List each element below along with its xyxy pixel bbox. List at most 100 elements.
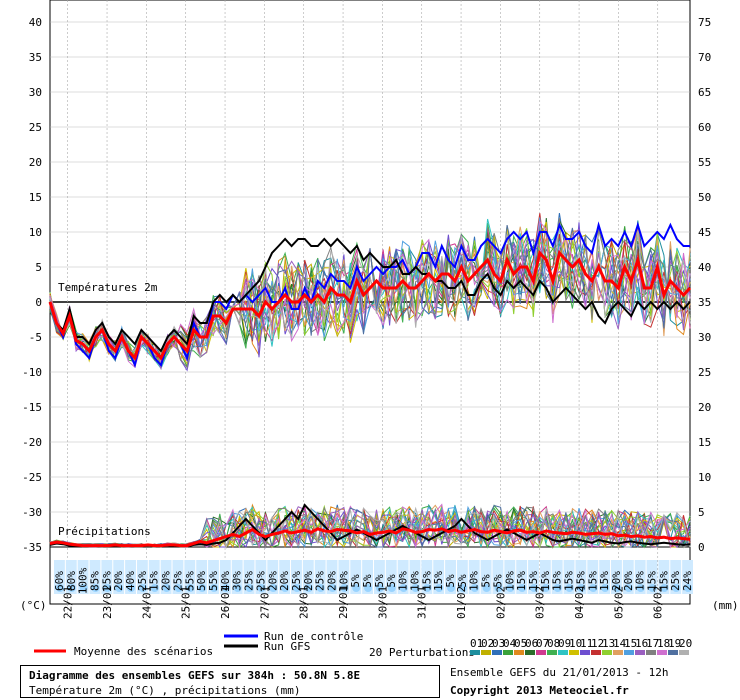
probability-label: 20% [112, 571, 125, 591]
x-tick: 31/01 [416, 586, 429, 619]
probability-cell [267, 560, 279, 594]
probability-label: 40% [124, 571, 137, 591]
legend-perturbation-number: 18 [657, 637, 670, 650]
y-left-tick: 40 [29, 16, 42, 29]
probability-cell [350, 560, 362, 594]
probability-label: 25% [171, 571, 184, 591]
x-tick: 29/01 [337, 586, 350, 619]
probability-label: 15% [586, 571, 599, 591]
legend-perturbation-number: 17 [646, 637, 659, 650]
probability-cell [172, 560, 184, 594]
probability-marker [233, 584, 242, 592]
probability-cell [101, 560, 113, 594]
probability-marker [138, 584, 147, 592]
probability-label: 15% [539, 571, 552, 591]
probability-marker [612, 584, 621, 592]
probability-marker [210, 584, 218, 592]
probability-marker [494, 584, 503, 592]
legend-perturbation-swatch [635, 650, 645, 655]
legend-perturbation-number: 13 [602, 637, 615, 650]
legend-perturbation-number: 20 [679, 637, 692, 650]
probability-label: 10% [503, 571, 516, 591]
probability-label: 15% [515, 571, 528, 591]
x-tick: 23/01 [101, 586, 114, 619]
probability-marker [553, 584, 562, 592]
probability-cell [480, 560, 492, 594]
legend-control-label: Run de contrôle [264, 630, 363, 643]
probability-label: 5% [480, 574, 493, 588]
probability-cell [670, 560, 682, 594]
x-tick: 03/02 [534, 586, 547, 619]
probability-cell [658, 560, 670, 594]
probability-label: 5% [385, 574, 398, 588]
probability-label: 15% [148, 571, 161, 591]
probability-cell [54, 560, 65, 594]
probability-cell [456, 560, 468, 594]
probability-cell [504, 560, 516, 594]
probability-label: 15% [646, 571, 659, 591]
probability-marker [292, 584, 301, 592]
y-right-tick: 5 [698, 506, 705, 519]
probability-cell [125, 560, 136, 594]
y-right-tick: 45 [698, 226, 711, 239]
probability-marker [636, 584, 645, 592]
probability-cell [634, 560, 646, 594]
y-right-tick: 70 [698, 51, 711, 64]
perturbation-lines [49, 213, 691, 549]
legend-perturbations-label: 20 Perturbations [369, 646, 475, 659]
probability-marker [589, 584, 598, 592]
legend-perturbation-number: 07 [536, 637, 549, 650]
probability-label: 10% [337, 571, 350, 591]
probability-cell [65, 560, 77, 594]
y-right-tick: 0 [698, 541, 705, 554]
probability-marker [55, 584, 64, 592]
legend-perturbation-swatch [668, 650, 678, 655]
legend-perturbation-number: 16 [635, 637, 648, 650]
legend-perturbation-swatch [470, 650, 480, 655]
y-left-tick: -30 [22, 506, 42, 519]
probability-marker [530, 584, 538, 592]
probability-marker [458, 584, 467, 592]
probability-marker [684, 584, 693, 592]
legend-perturbation-swatch [646, 650, 656, 655]
probability-cell [184, 560, 196, 594]
title-box: Diagramme des ensembles GEFS sur 384h : … [20, 665, 440, 698]
legend-perturbation-swatch [602, 650, 612, 655]
probability-marker [364, 584, 373, 592]
probability-cell [77, 560, 89, 594]
legend-perturbation-swatch [613, 650, 623, 655]
probability-label: 20% [278, 571, 291, 591]
probability-label: 5% [491, 574, 504, 588]
probability-label: 20% [160, 571, 173, 591]
probability-marker [103, 584, 112, 592]
gfs-run-line [49, 237, 691, 353]
legend: Moyenne des scénarios Run de contrôleRun … [34, 630, 692, 659]
probability-cell [551, 560, 563, 594]
probability-cell [445, 560, 456, 594]
temperature-panel-label: Températures 2m [58, 281, 158, 294]
probability-label: 25% [100, 571, 113, 591]
mean-precip-line [49, 527, 691, 548]
y-left-tick: 5 [35, 261, 42, 274]
probability-marker [565, 584, 574, 592]
y-right-tick: 65 [698, 86, 711, 99]
probability-label: 15% [574, 571, 587, 591]
y-left-tick: 30 [29, 86, 42, 99]
legend-perturbation-swatch [569, 650, 579, 655]
legend-perturbation-swatch [536, 650, 546, 655]
probability-marker [79, 584, 88, 592]
probability-marker [352, 584, 361, 592]
legend-mean-label: Moyenne des scénarios [74, 645, 213, 658]
probability-cell [243, 560, 255, 594]
probability-cell [89, 560, 101, 594]
probability-marker [506, 584, 515, 592]
probability-label: 10% [408, 571, 421, 591]
probability-cell [148, 560, 160, 594]
y-left-unit: (°C) [20, 599, 47, 612]
y-left-tick: -5 [29, 331, 42, 344]
probability-marker [198, 584, 207, 592]
perturbation-line [49, 220, 691, 369]
legend-perturbation-swatch [481, 650, 491, 655]
probability-cell [338, 560, 350, 594]
